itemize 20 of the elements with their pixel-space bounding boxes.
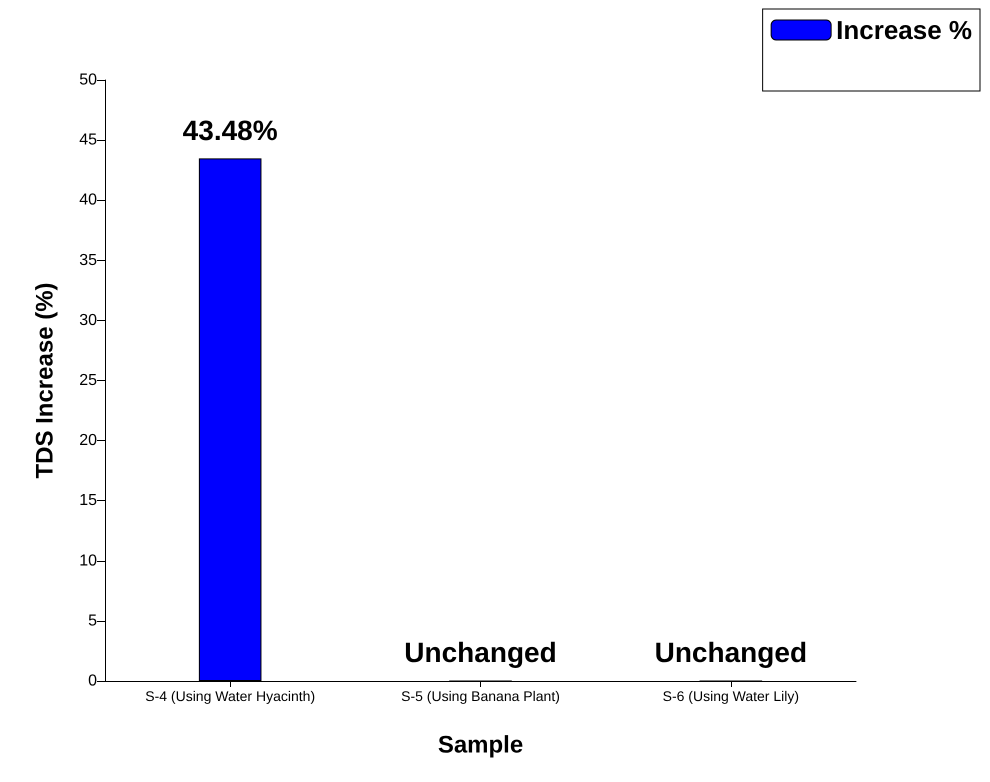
y-tick-label: 40 [79,192,98,209]
y-tick-label: 5 [88,612,98,630]
x-tick-label: S-6 (Using Water Lily) [662,688,800,704]
y-tick-label: 20 [79,432,98,450]
data-label: Unchanged [404,637,557,668]
y-tick-label: 15 [79,492,98,510]
x-axis-title: Sample [438,732,524,758]
y-tick-label: 50 [79,72,98,88]
y-tick-label: 25 [79,372,98,389]
y-tick-label: 30 [79,312,98,329]
data-label: Unchanged [654,637,808,668]
y-tick-label: 0 [88,672,98,690]
y-tick-label: 10 [79,552,98,570]
y-tick-label: 35 [79,252,98,269]
y-tick-label: 45 [79,132,98,149]
legend-label: Increase % [836,15,972,45]
x-tick-label: S-4 (Using Water Hyacinth) [145,688,316,704]
x-tick-label: S-5 (Using Banana Plant) [401,688,560,704]
data-label: 43.48% [182,114,278,146]
y-axis-title: TDS Increase (%) [32,282,58,479]
